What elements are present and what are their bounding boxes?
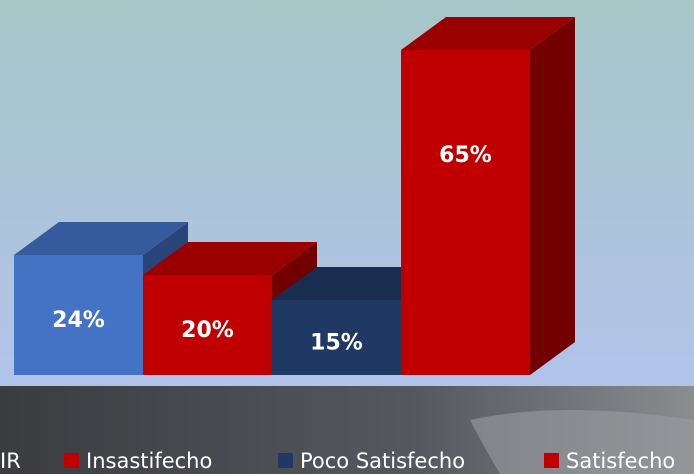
value-label: 20% bbox=[181, 318, 234, 343]
legend-swatch bbox=[544, 453, 559, 468]
bar-top bbox=[143, 242, 317, 275]
legend-label: Poco Satisfecho bbox=[300, 449, 465, 473]
bar bbox=[401, 50, 530, 375]
legend-swatch bbox=[64, 453, 79, 468]
legend-swatch bbox=[278, 453, 293, 468]
legend-label: IR bbox=[0, 449, 21, 473]
bar bbox=[272, 300, 401, 375]
value-label: 15% bbox=[310, 331, 363, 356]
bar-top bbox=[401, 17, 575, 50]
bar-top bbox=[14, 222, 188, 255]
bar bbox=[14, 255, 143, 375]
bar-side bbox=[530, 17, 575, 375]
bar bbox=[143, 275, 272, 375]
legend-label: Satisfecho bbox=[566, 449, 675, 473]
value-label: 24% bbox=[52, 308, 105, 333]
legend-label: Insastifecho bbox=[86, 449, 212, 473]
value-label: 65% bbox=[439, 143, 492, 168]
hand-image bbox=[470, 410, 694, 474]
